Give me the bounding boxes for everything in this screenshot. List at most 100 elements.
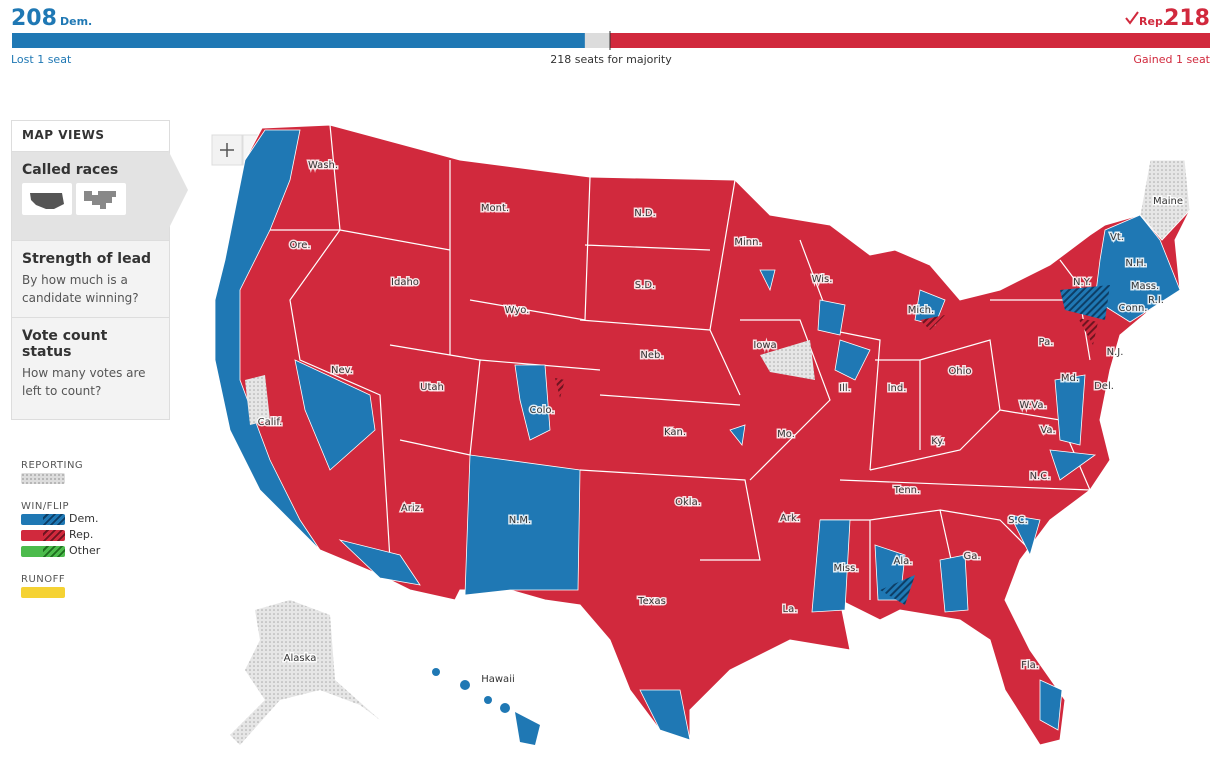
state-label: Ore.: [289, 240, 310, 251]
dem-flip: [1060, 285, 1110, 320]
legend-row: Dem.: [21, 512, 100, 528]
dem-seats: 208: [11, 6, 57, 31]
view-title: Vote count status: [22, 328, 108, 360]
panel-arrow: [168, 150, 188, 230]
legend-label: Other: [69, 544, 101, 557]
state-label: Calif.: [258, 417, 283, 428]
rep-flip: [920, 315, 945, 330]
majority-note: 218 seats for majority: [550, 53, 672, 66]
calif-reporting: [245, 375, 270, 425]
view-called[interactable]: Called races: [12, 152, 169, 241]
legend-heading: REPORTING: [21, 460, 84, 471]
icon: [84, 191, 116, 209]
state-label: S.D.: [635, 280, 655, 291]
state-label: Miss.: [833, 563, 858, 574]
view-title: Called races: [22, 162, 119, 178]
state-label: N.J.: [1107, 347, 1124, 358]
state-label: N.C.: [1030, 471, 1051, 482]
legend-heading: WIN/FLIP: [21, 501, 69, 512]
state-label: Md.: [1061, 373, 1079, 384]
rep-bar: [609, 33, 1210, 48]
state-label: Texas: [637, 596, 666, 607]
view-title: Strength of lead: [22, 251, 152, 267]
state-label: Utah: [420, 382, 444, 393]
state-label: N.D.: [634, 208, 656, 219]
state-label: N.H.: [1125, 258, 1146, 269]
state-label: Wash.: [308, 160, 338, 171]
rep-seats: 218: [1164, 6, 1210, 31]
state-label: Pa.: [1039, 337, 1054, 348]
state-label: W.Va.: [1019, 400, 1046, 411]
state-label: Minn.: [734, 237, 761, 248]
state-label: Wis.: [812, 274, 833, 285]
rep-flip: [1078, 318, 1098, 345]
zoom-in-icon: [220, 143, 234, 157]
state-label: Ill.: [839, 383, 851, 394]
state-label: Mont.: [481, 203, 509, 214]
state-label: N.M.: [509, 515, 531, 526]
state-label: Fla.: [1021, 660, 1039, 671]
dem-label: Dem.: [60, 15, 92, 28]
state-label: La.: [783, 604, 798, 615]
view-icons: [22, 183, 126, 215]
map-views-panel: MAP VIEWS Called races Strength of lead …: [11, 120, 170, 420]
swatch: [21, 472, 65, 484]
legend: REPORTING WIN/FLIP Dem. Rep. Other RUNOF…: [21, 452, 100, 601]
state-label: Va.: [1040, 425, 1055, 436]
swatch: [21, 545, 65, 557]
check-icon: [1125, 11, 1139, 25]
state-label: Mich.: [908, 305, 934, 316]
legend-row: Other: [21, 544, 100, 560]
state-label: Tenn.: [893, 485, 920, 496]
state-label: Ark.: [780, 513, 800, 524]
state-label: N.Y.: [1073, 277, 1091, 288]
rep-note: Gained 1 seat: [1133, 53, 1210, 66]
state-label: Ala.: [894, 556, 913, 567]
state-label: Iowa: [753, 340, 776, 351]
view-count[interactable]: Vote count status How many votes are lef…: [12, 318, 169, 410]
dem-flip: [880, 575, 915, 605]
state-label: Neb.: [640, 350, 663, 361]
state-label: Alaska: [284, 653, 317, 664]
dem-bar: [12, 33, 585, 48]
swatch: [21, 586, 65, 598]
state-label: Kan.: [664, 427, 686, 438]
state-label: Colo.: [530, 405, 555, 416]
legend-row: Rep.: [21, 528, 100, 544]
state-label: Ind.: [888, 383, 907, 394]
state-label: Ohio: [948, 366, 971, 377]
view-strength[interactable]: Strength of lead By how much is a candid…: [12, 241, 169, 318]
state-label: Mo.: [777, 429, 795, 440]
us-map: [214, 124, 1191, 746]
rep-flip: [555, 378, 565, 398]
swatch: [21, 529, 65, 541]
state-label: Ga.: [963, 551, 980, 562]
legend-heading: RUNOFF: [21, 574, 66, 585]
arrow: [168, 150, 188, 230]
map-views-title: MAP VIEWS: [12, 121, 169, 152]
view-desc: How many votes are left to count?: [22, 366, 146, 398]
state-label: Ky.: [931, 436, 945, 447]
state-label: S.C.: [1008, 515, 1028, 526]
legend-label: Dem.: [69, 512, 99, 525]
state-label: Wyo.: [505, 305, 530, 316]
state-label: Ariz.: [401, 503, 423, 514]
legend-row: [21, 471, 100, 487]
state-label: Idaho: [391, 277, 419, 288]
state-label: Mass.: [1131, 281, 1159, 292]
hawaii: [432, 668, 540, 745]
state-label: Maine: [1153, 196, 1183, 207]
state-label: R.I.: [1148, 295, 1164, 306]
state-label: Conn.: [1119, 303, 1148, 314]
swatch: [21, 513, 65, 525]
state-label: Hawaii: [481, 674, 515, 685]
legend-label: Rep.: [69, 528, 94, 541]
state-label: Del.: [1094, 381, 1114, 392]
state-label: Okla.: [675, 497, 701, 508]
legend-row: [21, 585, 100, 601]
state-label: Vt.: [1110, 232, 1124, 243]
alaska: [230, 600, 380, 745]
state-label: Nev.: [331, 365, 353, 376]
